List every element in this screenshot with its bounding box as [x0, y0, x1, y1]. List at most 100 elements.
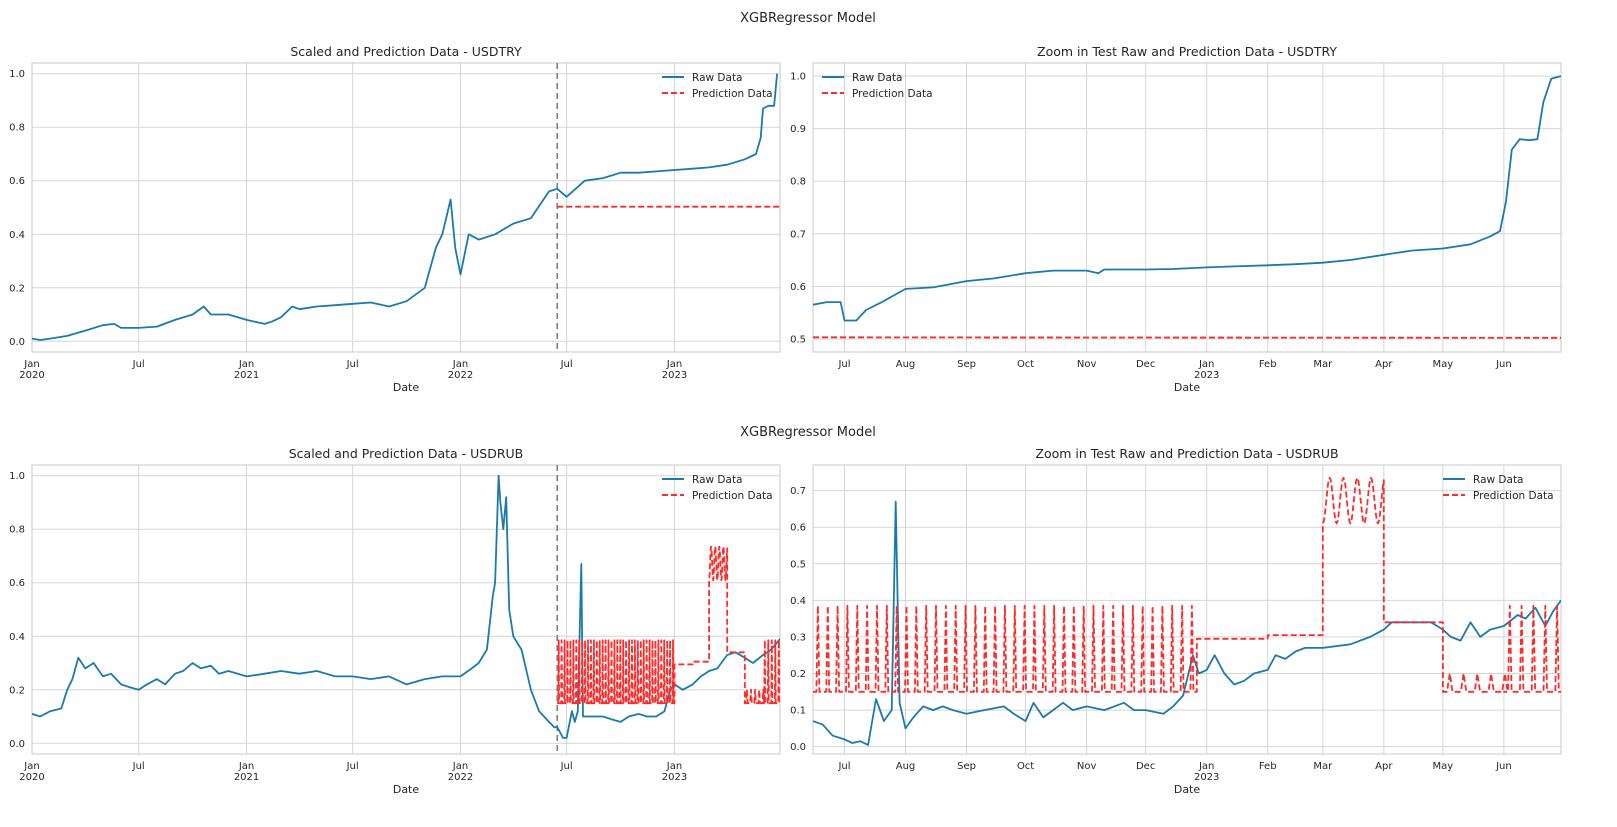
- y-tick-label: 1.0: [9, 69, 25, 80]
- y-tick-label: 0.0: [790, 742, 806, 753]
- legend: Raw Data Prediction Data: [662, 474, 773, 502]
- x-tick-label: Apr: [1375, 761, 1393, 772]
- plot-frame: [31, 464, 781, 755]
- x-tick-year-label: 2021: [234, 370, 259, 381]
- chart-title: Scaled and Prediction Data - USDRUB: [289, 446, 524, 461]
- raw-data-line: [813, 75, 1561, 322]
- y-tick-label: 0.7: [790, 229, 806, 240]
- y-tick-label: 0.5: [790, 334, 806, 345]
- x-tick-label: Jul: [837, 359, 850, 370]
- x-tick-year-label: 2020: [19, 370, 44, 381]
- x-tick-label: Jun: [1495, 359, 1512, 370]
- x-tick-label: Jul: [837, 761, 850, 772]
- x-tick-label: Dec: [1136, 359, 1155, 370]
- x-tick-label: Apr: [1375, 359, 1393, 370]
- prediction-data-line: [557, 545, 780, 705]
- x-axis-label: Date: [1174, 381, 1201, 394]
- prediction-data-line: [813, 336, 1561, 339]
- legend-prediction-label: Prediction Data: [1473, 490, 1554, 502]
- x-tick-label: Nov: [1077, 761, 1097, 772]
- x-axis-label: Date: [393, 783, 420, 796]
- y-tick-label: 0.5: [790, 559, 806, 570]
- x-axis-label: Date: [393, 381, 420, 394]
- raw-data-line: [813, 500, 1561, 746]
- x-tick-year-label: 2020: [19, 772, 44, 783]
- x-tick-label: Oct: [1017, 761, 1034, 772]
- chart-panel-4: 0.0 0.1 0.2 0.3 0.4 0.5 0.6 0.7 Jul Aug Sep Oct Nov D…: [790, 446, 1562, 796]
- x-tick-label: Jul: [346, 761, 359, 772]
- chart-title: Zoom in Test Raw and Prediction Data - U…: [1035, 446, 1338, 461]
- plot-frame: [812, 62, 1562, 353]
- x-tick-label: Aug: [896, 359, 916, 370]
- x-tick-label: Feb: [1259, 761, 1277, 772]
- x-tick-label: May: [1433, 359, 1454, 370]
- x-tick-label: Jan: [1198, 359, 1214, 370]
- x-tick-label: Sep: [957, 359, 976, 370]
- x-tick-label: Mar: [1313, 761, 1333, 772]
- plot-area: [32, 465, 780, 754]
- x-tick-label: Jan: [666, 761, 682, 772]
- legend: Raw Data Prediction Data: [662, 72, 773, 100]
- y-tick-label: 0.6: [9, 578, 25, 589]
- x-tick-label: Jul: [132, 359, 145, 370]
- prediction-data-line: [813, 476, 1561, 693]
- x-tick-label: Nov: [1077, 359, 1097, 370]
- raw-data-line: [32, 73, 778, 341]
- legend-raw-label: Raw Data: [692, 474, 743, 486]
- x-tick-label: Jun: [1495, 761, 1512, 772]
- plot-area: [813, 63, 1561, 352]
- y-tick-label: 0.4: [9, 632, 25, 643]
- x-tick-label: Jan: [452, 359, 468, 370]
- legend-raw-label: Raw Data: [852, 72, 903, 84]
- x-tick-label: Aug: [896, 761, 916, 772]
- y-tick-label: 0.4: [790, 596, 806, 607]
- x-tick-label: Jul: [132, 761, 145, 772]
- y-tick-label: 1.0: [9, 471, 25, 482]
- x-tick-label: Jul: [560, 359, 573, 370]
- plot-area: [32, 63, 780, 352]
- x-tick-year-label: 2023: [1194, 772, 1219, 783]
- suptitle-top: XGBRegressor Model: [740, 11, 876, 26]
- y-tick-label: 0.6: [790, 523, 806, 534]
- x-tick-label: Sep: [957, 761, 976, 772]
- y-tick-label: 1.0: [790, 72, 806, 83]
- y-tick-label: 0.9: [790, 124, 806, 135]
- x-tick-label: Mar: [1313, 359, 1333, 370]
- x-tick-year-label: 2023: [1194, 370, 1219, 381]
- y-tick-label: 0.2: [9, 685, 25, 696]
- x-tick-label: Jan: [238, 761, 254, 772]
- legend-prediction-label: Prediction Data: [852, 88, 933, 100]
- plot-frame: [812, 464, 1562, 755]
- x-tick-label: Jan: [1198, 761, 1214, 772]
- y-tick-label: 0.2: [790, 669, 806, 680]
- x-tick-label: May: [1433, 761, 1454, 772]
- suptitle-bottom: XGBRegressor Model: [740, 425, 876, 440]
- plot-frame: [31, 62, 781, 353]
- legend: Raw Data Prediction Data: [822, 72, 933, 100]
- y-tick-label: 0.3: [790, 632, 806, 643]
- y-tick-label: 0.0: [9, 337, 25, 348]
- x-tick-label: Jan: [666, 359, 682, 370]
- x-axis-label: Date: [1174, 783, 1201, 796]
- x-tick-label: Jul: [346, 359, 359, 370]
- y-tick-label: 0.8: [9, 525, 25, 536]
- legend-raw-label: Raw Data: [1473, 474, 1524, 486]
- x-tick-label: Jan: [23, 761, 39, 772]
- x-tick-label: Dec: [1136, 761, 1155, 772]
- y-tick-label: 0.8: [9, 123, 25, 134]
- x-tick-label: Jan: [238, 359, 254, 370]
- y-tick-label: 0.7: [790, 486, 806, 497]
- y-tick-label: 0.6: [9, 176, 25, 187]
- y-tick-label: 0.1: [790, 706, 806, 717]
- x-tick-year-label: 2023: [662, 370, 687, 381]
- y-tick-label: 0.2: [9, 283, 25, 294]
- x-tick-label: Jan: [452, 761, 468, 772]
- legend-prediction-label: Prediction Data: [692, 88, 773, 100]
- x-tick-label: Jan: [23, 359, 39, 370]
- x-tick-year-label: 2021: [234, 772, 259, 783]
- chart-title: Zoom in Test Raw and Prediction Data - U…: [1037, 44, 1337, 59]
- x-tick-year-label: 2022: [448, 370, 473, 381]
